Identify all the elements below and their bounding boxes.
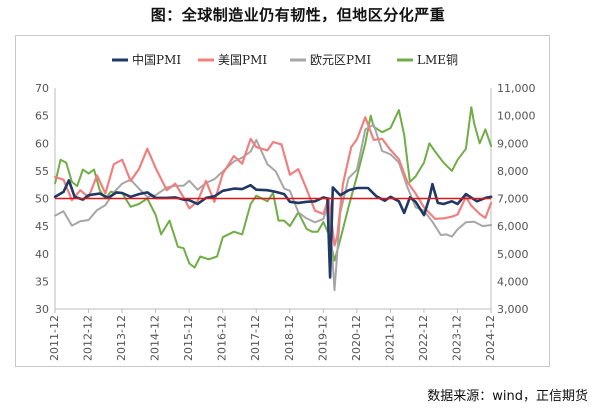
series-line-3 bbox=[54, 106, 493, 269]
y-left-tick-label: 60 bbox=[35, 137, 49, 150]
axes: 30 35 40 45 50 55 60 65 70 3,000 4,000 5,000 6,000 7,… bbox=[35, 82, 536, 361]
series-line-1 bbox=[54, 116, 493, 247]
y-left-tick-label: 30 bbox=[35, 303, 49, 316]
y-left-tick-label: 35 bbox=[35, 275, 49, 288]
y-right-tick-label: 4,000 bbox=[497, 275, 529, 288]
x-tick-label: 2023-12 bbox=[450, 315, 463, 361]
y-right-tick-label: 8,000 bbox=[497, 165, 529, 178]
y-left-tick-label: 65 bbox=[35, 110, 49, 123]
y-left-tick-label: 55 bbox=[35, 165, 49, 178]
x-tick-label: 2019-12 bbox=[316, 315, 329, 361]
y-left-tick-label: 40 bbox=[35, 248, 49, 261]
source-note: 数据来源：wind，正信期货 bbox=[427, 389, 588, 404]
legend-label: 美国PMI bbox=[218, 53, 267, 67]
series-line-0 bbox=[53, 179, 493, 279]
x-tick-label: 2015-12 bbox=[182, 315, 195, 361]
legend: 中国PMI 美国PMI 欧元区PMI LME铜 bbox=[112, 52, 458, 67]
y-right-tick-label: 5,000 bbox=[497, 248, 529, 261]
chart-frame bbox=[15, 35, 550, 367]
x-tick-label: 2024-12 bbox=[484, 315, 497, 361]
x-tick-label: 2013-12 bbox=[115, 315, 128, 361]
x-tick-label: 2016-12 bbox=[216, 315, 229, 361]
x-tick-label: 2014-12 bbox=[149, 315, 162, 361]
legend-label: 中国PMI bbox=[132, 52, 181, 67]
x-tick-label: 2012-12 bbox=[82, 315, 95, 361]
legend-label: 欧元区PMI bbox=[310, 53, 371, 67]
chart-title: 图：全球制造业仍有韧性，但地区分化严重 bbox=[150, 6, 446, 24]
y-right-tick-label: 3,000 bbox=[497, 303, 529, 316]
y-left-tick-label: 70 bbox=[35, 82, 49, 95]
y-left-tick-label: 45 bbox=[35, 220, 49, 233]
y-right-tick-label: 10,000 bbox=[497, 110, 536, 123]
x-tick-label: 2018-12 bbox=[283, 315, 296, 361]
x-tick-label: 2022-12 bbox=[417, 315, 430, 361]
legend-label: LME铜 bbox=[417, 52, 458, 67]
x-tick-label: 2011-12 bbox=[48, 315, 61, 361]
y-right-tick-label: 7,000 bbox=[497, 193, 529, 206]
y-left-tick-label: 50 bbox=[35, 193, 49, 206]
series-layer bbox=[53, 106, 493, 292]
x-tick-label: 2020-12 bbox=[350, 315, 363, 361]
y-right-tick-label: 6,000 bbox=[497, 220, 529, 233]
y-right-tick-label: 9,000 bbox=[497, 137, 529, 150]
y-right-tick-label: 11,000 bbox=[497, 82, 536, 95]
x-tick-label: 2021-12 bbox=[383, 315, 396, 361]
x-tick-label: 2017-12 bbox=[249, 315, 262, 361]
